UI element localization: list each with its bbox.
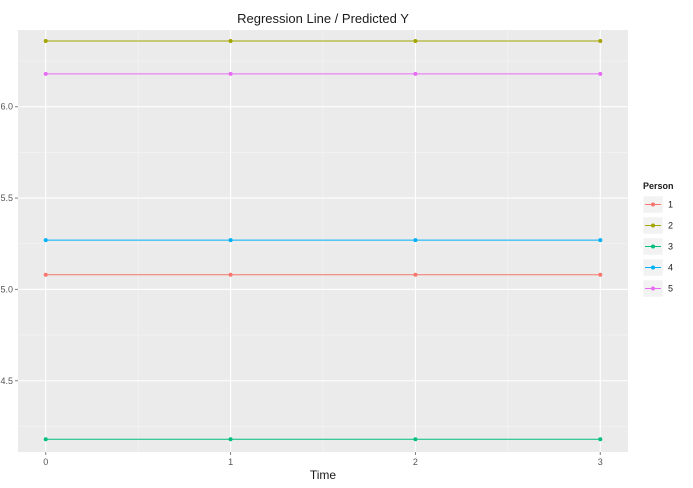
legend-key-point xyxy=(651,286,655,291)
legend-label: 5 xyxy=(668,284,673,294)
x-tick-label: 2 xyxy=(413,457,418,467)
data-point xyxy=(413,272,418,277)
legend-item-5: 5 xyxy=(642,279,673,298)
legend-item-1: 1 xyxy=(642,195,673,214)
data-point xyxy=(228,38,233,43)
data-point xyxy=(413,437,418,442)
data-point xyxy=(598,38,603,43)
data-point xyxy=(413,38,418,43)
legend-label: 1 xyxy=(668,200,673,210)
y-tick-label: 6.0 xyxy=(0,102,13,112)
legend: Person 1 2 3 4 5 xyxy=(642,181,674,298)
axis-ticks: 0 1 2 3 4.5 5.0 5.5 6.0 xyxy=(0,102,602,467)
data-point xyxy=(228,238,233,243)
data-point xyxy=(43,437,48,442)
data-point xyxy=(598,272,603,277)
legend-title: Person xyxy=(643,181,674,191)
legend-label: 2 xyxy=(668,221,673,231)
y-tick-label: 4.5 xyxy=(0,376,13,386)
legend-item-4: 4 xyxy=(642,258,673,277)
legend-key-point xyxy=(651,265,655,270)
data-point xyxy=(413,71,418,76)
data-point xyxy=(43,71,48,76)
data-point xyxy=(43,272,48,277)
data-point xyxy=(43,238,48,243)
data-point xyxy=(413,238,418,243)
data-point xyxy=(228,272,233,277)
series-4 xyxy=(43,238,603,243)
series-5 xyxy=(43,71,603,76)
chart-title: Regression Line / Predicted Y xyxy=(237,11,409,26)
series-2 xyxy=(43,38,603,43)
legend-key-point xyxy=(651,223,655,228)
legend-label: 3 xyxy=(668,242,673,252)
data-point xyxy=(598,71,603,76)
x-tick-label: 3 xyxy=(598,457,603,467)
series-1 xyxy=(43,272,603,277)
data-point xyxy=(228,71,233,76)
legend-key-point xyxy=(651,202,655,207)
x-tick-label: 0 xyxy=(43,457,48,467)
legend-item-3: 3 xyxy=(642,237,673,256)
x-axis-title: Time xyxy=(310,468,337,482)
data-point xyxy=(228,437,233,442)
y-tick-label: 5.0 xyxy=(0,284,13,294)
legend-label: 4 xyxy=(668,263,673,273)
y-tick-label: 5.5 xyxy=(0,193,13,203)
x-tick-label: 1 xyxy=(228,457,233,467)
series-layer xyxy=(43,38,603,442)
legend-item-2: 2 xyxy=(642,216,673,235)
data-point xyxy=(43,38,48,43)
data-point xyxy=(598,437,603,442)
series-3 xyxy=(43,437,603,442)
legend-key-point xyxy=(651,244,655,249)
data-point xyxy=(598,238,603,243)
